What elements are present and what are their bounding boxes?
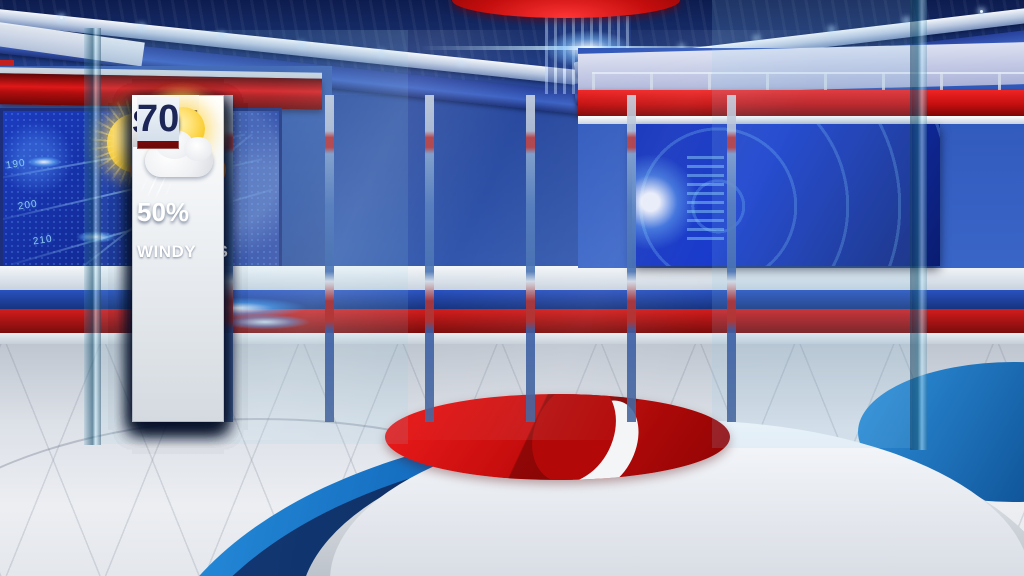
cloud-icon: [145, 130, 213, 177]
glass-divider: [526, 95, 535, 422]
wall-trim: [578, 116, 1024, 124]
monitor-screen: [632, 124, 940, 266]
glass-panel: [712, 0, 912, 448]
glass-divider: [324, 95, 334, 422]
glass-divider: [727, 95, 737, 422]
forecast-card-sat: SAT 50% WINDY 79 70: [132, 95, 224, 422]
rain-streaks: [139, 175, 173, 199]
wall-monitor: [632, 124, 940, 266]
ceiling-red-ring: [452, 0, 680, 18]
seven-day-forecast-board: SUN SUPERB 85 69 MON 20% SPOTTY 83: [107, 95, 828, 422]
glass-panel-edge: [910, 0, 927, 450]
monitor-graphics: [687, 149, 725, 241]
station-logo: [385, 394, 730, 480]
studio-lights: [60, 16, 63, 19]
wall-stripe-silver: [0, 333, 1024, 346]
low-temp: 70: [137, 97, 180, 141]
glass-divider: [224, 95, 233, 422]
red-banner: [578, 90, 1024, 116]
glass-divider: [425, 95, 435, 422]
studio-lights: [980, 10, 983, 13]
glass-panel-edge: [84, 28, 101, 445]
glass-divider: [626, 95, 636, 422]
light-flare: [21, 155, 67, 169]
light-flare: [205, 312, 325, 332]
